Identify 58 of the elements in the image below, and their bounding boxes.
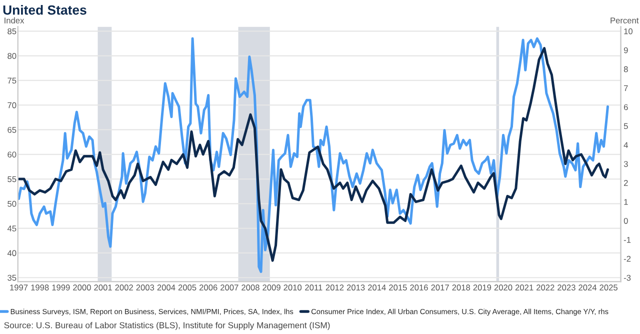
x-tick-label: 2003 bbox=[136, 284, 154, 290]
x-tick-label: 2006 bbox=[200, 284, 218, 290]
y2-axis-title: Percent bbox=[610, 18, 639, 24]
x-tick-label: 2024 bbox=[578, 284, 597, 290]
y-tick-label: 45 bbox=[7, 226, 16, 232]
x-tick-label: 2025 bbox=[600, 284, 618, 290]
y-tick-label: 55 bbox=[8, 176, 16, 182]
x-tick-label: 2023 bbox=[558, 284, 576, 290]
y2-tick-label: -2 bbox=[624, 256, 631, 262]
x-tick-label: 2010 bbox=[284, 284, 302, 290]
y-tick-label: 85 bbox=[8, 28, 16, 34]
x-tick-label: 2007 bbox=[220, 284, 238, 290]
y-tick-label: 50 bbox=[8, 200, 16, 207]
x-tick-label: 2022 bbox=[536, 284, 554, 290]
x-tick-label: 2016 bbox=[410, 284, 428, 290]
y2-tick-label: 8 bbox=[624, 66, 628, 72]
y2-tick-label: 7 bbox=[624, 85, 628, 92]
x-tick-label: 2000 bbox=[73, 284, 91, 290]
y-tick-label: 40 bbox=[7, 250, 16, 256]
x-tick-label: 2019 bbox=[473, 284, 492, 290]
source-note: Source: U.S. Bureau of Labor Statistics (BLS), Institute for Supply Management (ISM) bbox=[4, 322, 330, 330]
x-tick-label: 2020 bbox=[494, 284, 512, 290]
y2-tick-label: 5 bbox=[624, 123, 628, 130]
y2-tick-label: 3 bbox=[624, 161, 628, 167]
x-tick-label: 2004 bbox=[157, 284, 176, 290]
chart-title: United States bbox=[3, 5, 86, 15]
x-tick-label: 2001 bbox=[94, 284, 112, 290]
x-tick-label: 2014 bbox=[368, 284, 386, 290]
x-tick-label: 2021 bbox=[515, 284, 534, 290]
y2-tick-label: 6 bbox=[624, 104, 628, 110]
y-tick-label: 70 bbox=[8, 102, 16, 108]
y-tick-label: 35 bbox=[8, 274, 16, 281]
y2-tick-label: 0 bbox=[624, 218, 628, 224]
x-tick-label: 2008 bbox=[242, 284, 260, 290]
x-tick-label: 2013 bbox=[346, 284, 365, 290]
y2-tick-label: 9 bbox=[624, 47, 628, 54]
y2-tick-label: -1 bbox=[624, 236, 631, 243]
x-tick-label: 2017 bbox=[431, 284, 449, 290]
y-tick-label: 65 bbox=[8, 126, 16, 133]
x-tick-label: 2002 bbox=[115, 284, 133, 290]
y2-tick-label: 10 bbox=[624, 28, 633, 34]
y2-tick-label: 2 bbox=[624, 180, 628, 186]
y2-tick-label: -3 bbox=[624, 274, 631, 281]
y-tick-label: 60 bbox=[8, 152, 16, 158]
y-tick-label: 80 bbox=[8, 53, 16, 59]
x-tick-label: 2011 bbox=[305, 284, 322, 290]
x-tick-label: 2015 bbox=[389, 284, 407, 290]
y2-tick-label: 1 bbox=[624, 199, 628, 205]
y2-tick-label: 4 bbox=[624, 142, 628, 148]
x-tick-label: 2005 bbox=[178, 284, 196, 290]
x-tick-label: 1999 bbox=[52, 284, 70, 290]
y-tick-label: 75 bbox=[8, 78, 16, 84]
x-tick-label: 2018 bbox=[452, 284, 470, 290]
y-axis-title: Index bbox=[4, 17, 24, 24]
x-tick-label: 2009 bbox=[262, 284, 280, 290]
x-tick-label: 1997 bbox=[10, 284, 28, 290]
x-tick-label: 2012 bbox=[326, 284, 344, 290]
x-tick-label: 1998 bbox=[31, 284, 49, 290]
